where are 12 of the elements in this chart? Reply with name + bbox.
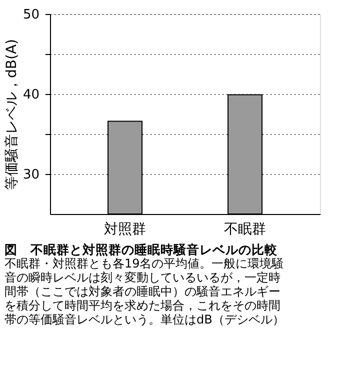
y-tick-label: 40 xyxy=(22,88,40,102)
x-tick-label: 不眠群 xyxy=(224,222,266,238)
x-tick-label: 対照群 xyxy=(104,222,146,238)
text: を積分して時間平均を求めた場合，これをその時間 xyxy=(4,298,280,312)
text: 図 不眠群と対照群の睡眠時騒音レベルの比較 xyxy=(4,242,278,257)
y-tick-label: 50 xyxy=(22,8,40,22)
text: 音の瞬時レベルは刻々変動しているいるが，一定時 xyxy=(4,270,280,284)
text: 間帯（ここでは対象者の睡眠中）の騒音エネルギー xyxy=(4,284,280,298)
text: 不眠群・対照群とも各19名の平均値。一般に環境騒 xyxy=(4,256,284,270)
text: 帯の等価騒音レベルという。単位はdB（デシベル） xyxy=(4,312,284,326)
y-axis-title: 等価騒音レベル，dB(A) xyxy=(4,39,20,190)
y-tick-label: 30 xyxy=(22,168,40,182)
